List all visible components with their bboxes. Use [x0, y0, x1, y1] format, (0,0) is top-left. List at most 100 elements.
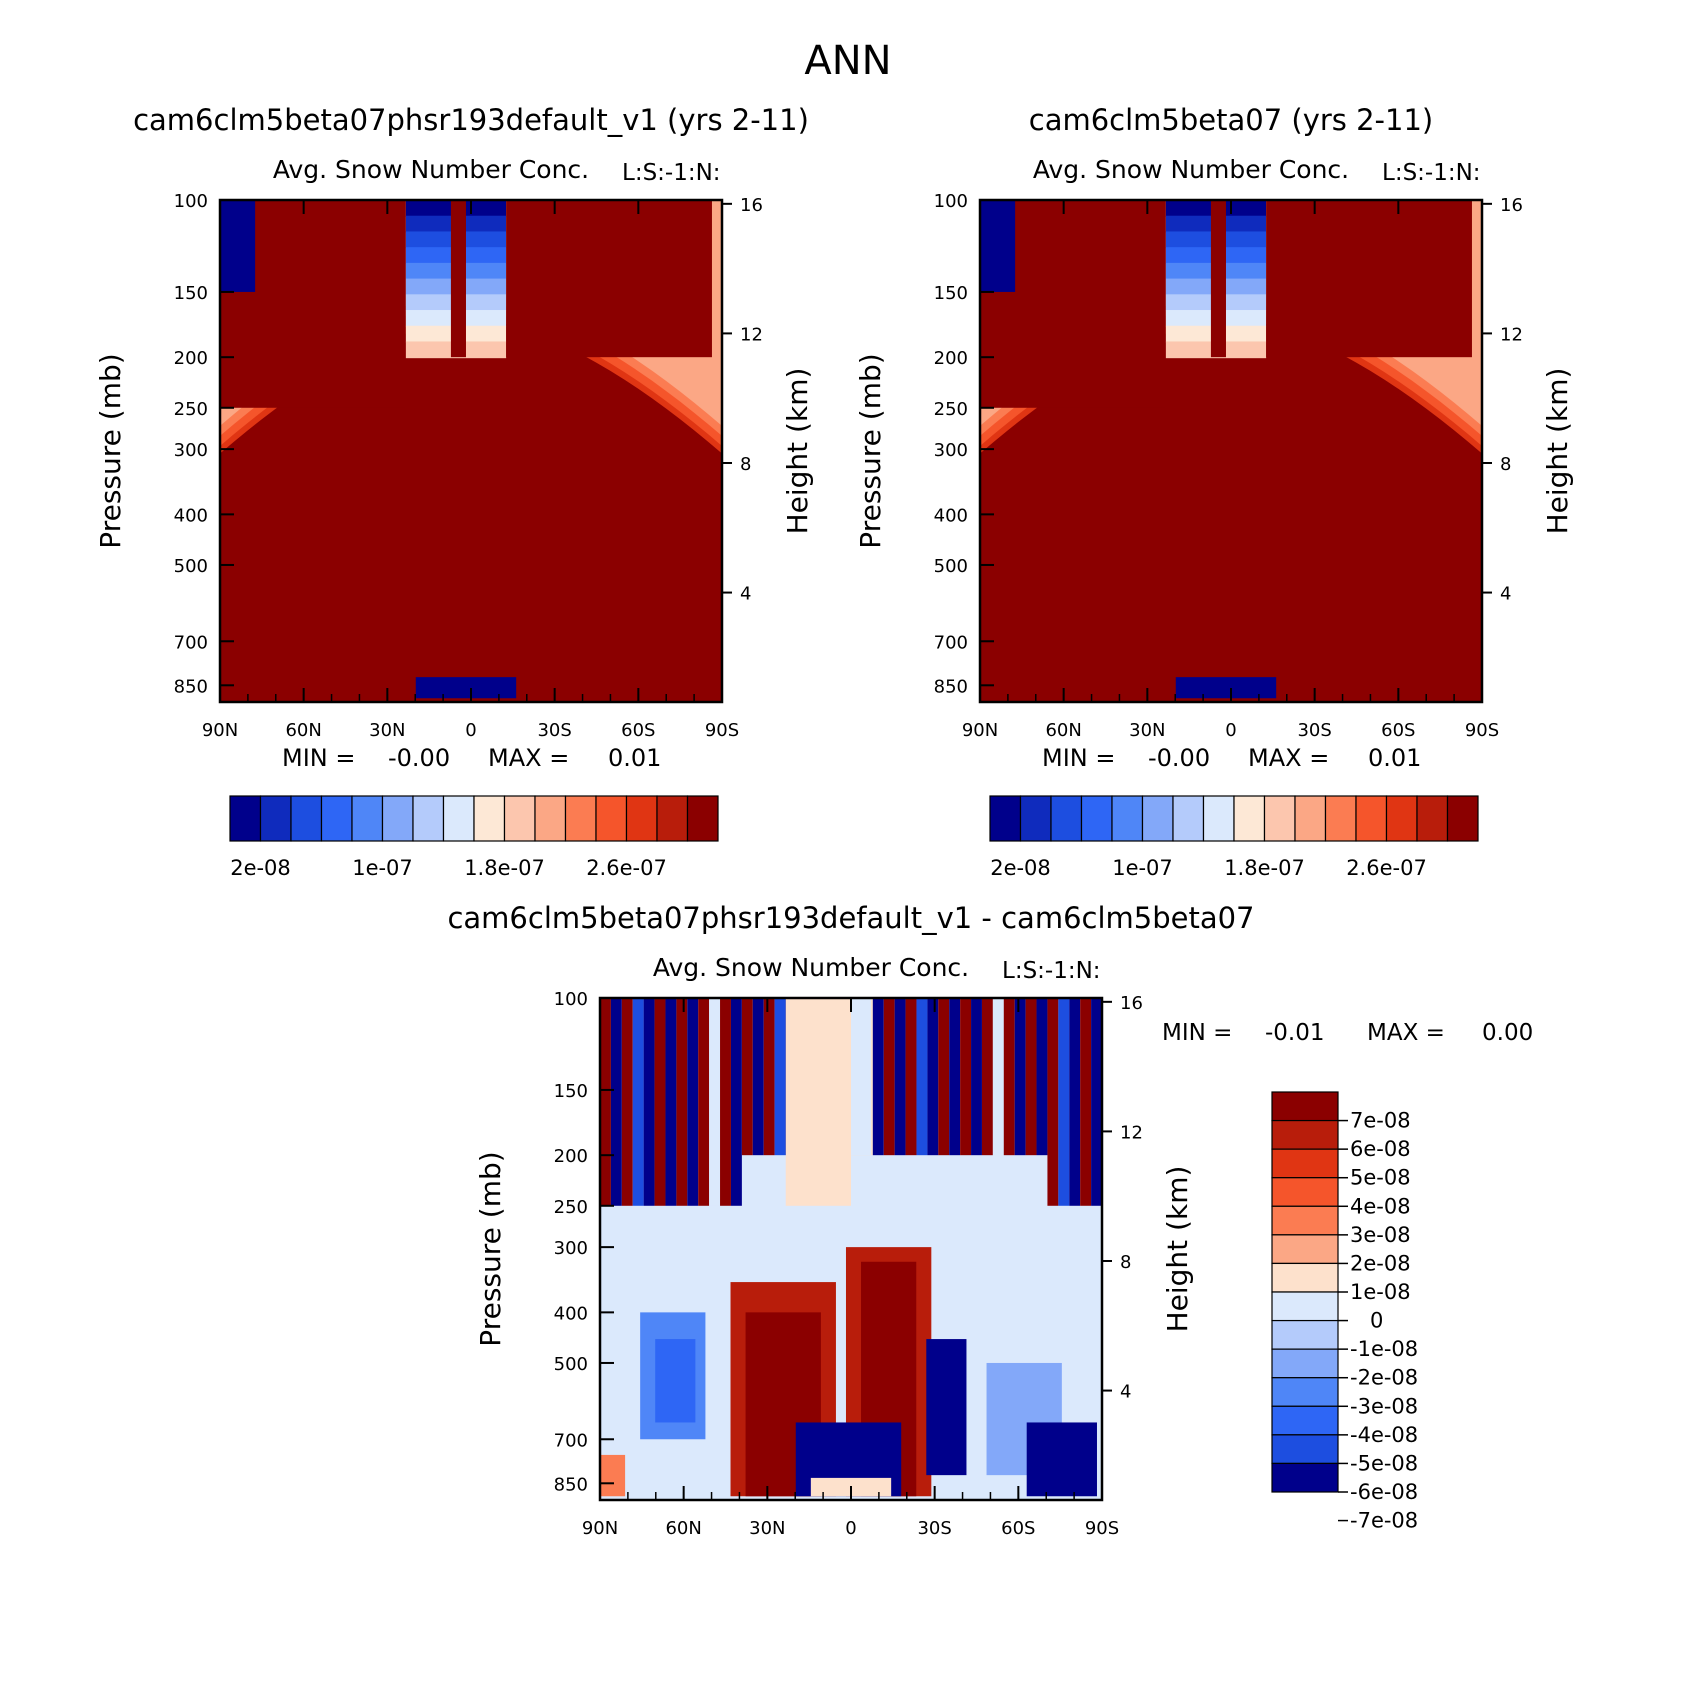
y-axis-label: Pressure (mb): [854, 353, 887, 548]
colorbar-box: [473, 795, 506, 842]
contour-block: [1210, 200, 1226, 358]
colorbar-box: [1050, 795, 1083, 842]
x-tick-label: 30S: [537, 720, 571, 741]
x-tick-label: 60N: [665, 1518, 701, 1539]
max-value: 0.00: [1482, 1020, 1533, 1046]
colorbar-label: 1.8e-07: [1224, 856, 1305, 880]
contour-block: [752, 998, 764, 1156]
colorbar-box: [1271, 1148, 1339, 1179]
x-tick-label: 90N: [582, 1518, 618, 1539]
y-tick-label: 250: [934, 399, 968, 420]
colorbar-box: [1355, 795, 1388, 842]
contour-block: [916, 998, 928, 1156]
colorbar-box: [442, 795, 475, 842]
plot-area: [600, 998, 1102, 1500]
min-label: MIN =: [1042, 744, 1115, 772]
x-tick-label: 60S: [1381, 720, 1415, 741]
x-tick-label: 30S: [917, 1518, 951, 1539]
panel-title: cam6clm5beta07phsr193default_v1 - cam6cl…: [447, 901, 1254, 935]
colorbar-box: [1111, 795, 1144, 842]
contour-block: [1003, 998, 1015, 1156]
x-tick-label: 30S: [1297, 720, 1331, 741]
contour-block: [643, 998, 655, 1206]
colorbar-box: [1271, 1177, 1339, 1207]
x-tick-label: 0: [465, 720, 476, 741]
y2-tick-label: 16: [740, 195, 763, 216]
y2-axis-label: Height (km): [781, 368, 814, 535]
colorbar-box: [1271, 1348, 1339, 1379]
y-tick-label: 700: [554, 1430, 588, 1451]
colorbar-box: [564, 795, 597, 842]
colorbar-label: 2e-08: [990, 856, 1051, 880]
colorbar-box: [686, 795, 719, 842]
y-tick-label: 300: [934, 440, 968, 461]
x-tick-label: 60N: [285, 720, 321, 741]
contour-block: [1025, 998, 1037, 1156]
colorbar-box: [351, 795, 384, 842]
contour-block: [506, 200, 712, 358]
y-tick-label: 200: [554, 1146, 588, 1167]
colorbar-label: -7e-08: [1350, 1509, 1418, 1533]
x-tick-label: 90S: [705, 720, 739, 741]
y2-tick-label: 4: [1120, 1382, 1131, 1403]
colorbar-label: -5e-08: [1350, 1451, 1418, 1475]
colorbar-box: [1271, 1377, 1339, 1407]
min-value: -0.00: [1148, 744, 1210, 772]
x-tick-label: 60S: [1001, 1518, 1035, 1539]
y-axis-label: Pressure (mb): [94, 353, 127, 548]
panel-title: cam6clm5beta07 (yrs 2-11): [1029, 103, 1434, 137]
contour-block: [741, 998, 753, 1156]
colorbar-box: [1271, 1091, 1339, 1122]
x-tick-label: 90S: [1085, 1518, 1119, 1539]
colorbar-label: -4e-08: [1350, 1423, 1418, 1447]
colorbar-box: [229, 795, 262, 842]
contour-block: [1036, 998, 1048, 1156]
min-value: -0.00: [388, 744, 450, 772]
panel-diff: cam6clm5beta07phsr193default_v1 - cam6cl…: [447, 901, 1533, 1539]
contour-block: [621, 998, 633, 1206]
y2-axis-label: Height (km): [1161, 1166, 1194, 1333]
panel-title: cam6clm5beta07phsr193default_v1 (yrs 2-1…: [133, 103, 809, 137]
colorbar-label: 1.8e-07: [464, 856, 545, 880]
y2-tick-label: 12: [1500, 324, 1523, 345]
y-tick-label: 300: [554, 1238, 588, 1259]
y2-tick-label: 16: [1120, 993, 1143, 1014]
y-axis-label: Pressure (mb): [474, 1151, 507, 1346]
contour-block: [676, 998, 688, 1206]
colorbar-label: -6e-08: [1350, 1480, 1418, 1504]
y2-axis-label: Height (km): [1541, 368, 1574, 535]
contour-block: [698, 998, 710, 1206]
min-label: MIN =: [282, 744, 355, 772]
contour-block: [415, 677, 517, 699]
y-tick-label: 700: [174, 632, 208, 653]
x-tick-label: 0: [1225, 720, 1236, 741]
colorbar-box: [595, 795, 628, 842]
contour-block: [1058, 998, 1070, 1206]
y-tick-label: 150: [174, 283, 208, 304]
colorbar-label: 5e-08: [1350, 1166, 1411, 1190]
colorbar-label: -2e-08: [1350, 1366, 1418, 1390]
colorbar-box: [1019, 795, 1052, 842]
colorbar-box: [1294, 795, 1327, 842]
y-tick-label: 400: [554, 1303, 588, 1324]
contour-block: [687, 998, 699, 1206]
colorbar-label: -3e-08: [1350, 1394, 1418, 1418]
max-label: MAX =: [488, 744, 569, 772]
y-tick-label: 850: [174, 676, 208, 697]
corner-label: L:S:-1:N:: [1002, 958, 1101, 984]
colorbar-box: [259, 795, 292, 842]
colorbar-label: 2e-08: [1350, 1251, 1411, 1275]
y2-tick-label: 16: [1500, 195, 1523, 216]
contour-block: [220, 200, 256, 292]
y-tick-label: 100: [174, 191, 208, 212]
colorbar-box: [1416, 795, 1449, 842]
contour-block: [720, 998, 731, 1206]
min-value: -0.01: [1265, 1020, 1325, 1046]
contour-block: [1014, 998, 1026, 1156]
contour-block: [851, 998, 872, 1156]
contour-block: [949, 998, 961, 1156]
y2-tick-label: 8: [740, 454, 751, 475]
y2-tick-label: 4: [1500, 584, 1511, 605]
contour-block: [1026, 1422, 1097, 1497]
